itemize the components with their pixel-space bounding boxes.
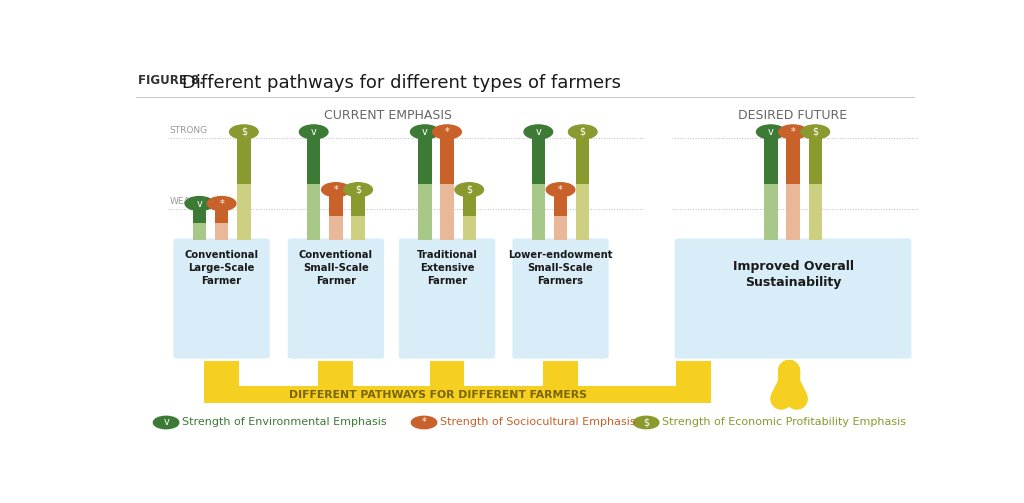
Text: *: *	[422, 417, 426, 428]
FancyBboxPatch shape	[430, 361, 465, 388]
FancyBboxPatch shape	[172, 237, 270, 360]
FancyBboxPatch shape	[329, 216, 343, 240]
Text: *: *	[791, 127, 796, 137]
Circle shape	[412, 416, 436, 429]
FancyBboxPatch shape	[575, 138, 590, 184]
Text: *: *	[444, 127, 450, 137]
Text: v: v	[163, 417, 169, 428]
FancyBboxPatch shape	[531, 184, 545, 240]
Text: STRONG: STRONG	[169, 126, 208, 135]
Text: WEAK: WEAK	[169, 197, 196, 206]
Text: $: $	[580, 127, 586, 137]
Text: FIGURE 8.: FIGURE 8.	[137, 74, 204, 87]
Text: Strength of Environmental Emphasis: Strength of Environmental Emphasis	[182, 417, 387, 428]
FancyBboxPatch shape	[397, 237, 497, 360]
Text: Improved Overall
Sustainability: Improved Overall Sustainability	[732, 260, 854, 289]
FancyBboxPatch shape	[809, 184, 822, 240]
FancyBboxPatch shape	[463, 196, 476, 216]
FancyBboxPatch shape	[554, 216, 567, 240]
Circle shape	[546, 183, 574, 197]
Text: v: v	[422, 127, 428, 137]
Text: Traditional
Extensive
Farmer: Traditional Extensive Farmer	[417, 250, 477, 286]
FancyBboxPatch shape	[215, 223, 228, 240]
Circle shape	[801, 125, 829, 139]
Circle shape	[568, 125, 597, 139]
Text: Conventional
Large-Scale
Farmer: Conventional Large-Scale Farmer	[184, 250, 259, 286]
Circle shape	[455, 183, 483, 197]
Text: Lower-endowment
Small-Scale
Farmers: Lower-endowment Small-Scale Farmers	[508, 250, 612, 286]
Text: Strength of Sociocultural Emphasis: Strength of Sociocultural Emphasis	[440, 417, 636, 428]
FancyBboxPatch shape	[204, 361, 240, 388]
FancyBboxPatch shape	[351, 216, 365, 240]
Text: Strength of Economic Profitability Emphasis: Strength of Economic Profitability Empha…	[663, 417, 906, 428]
FancyBboxPatch shape	[204, 386, 712, 403]
FancyBboxPatch shape	[238, 138, 251, 184]
Text: $: $	[466, 185, 472, 195]
Text: *: *	[334, 185, 338, 195]
Text: *: *	[558, 185, 563, 195]
FancyBboxPatch shape	[193, 223, 206, 240]
Circle shape	[322, 183, 350, 197]
Circle shape	[185, 197, 214, 211]
Text: Conventional
Small-Scale
Farmer: Conventional Small-Scale Farmer	[299, 250, 373, 286]
FancyBboxPatch shape	[318, 361, 353, 388]
Text: v: v	[311, 127, 316, 137]
FancyBboxPatch shape	[238, 184, 251, 240]
Circle shape	[778, 125, 807, 139]
Circle shape	[207, 197, 236, 211]
FancyBboxPatch shape	[351, 196, 365, 216]
FancyBboxPatch shape	[674, 237, 912, 360]
Text: v: v	[197, 199, 203, 209]
Text: CURRENT EMPHASIS: CURRENT EMPHASIS	[325, 109, 453, 122]
Circle shape	[154, 416, 179, 429]
FancyBboxPatch shape	[463, 216, 476, 240]
Text: $: $	[643, 417, 649, 428]
Text: DESIRED FUTURE: DESIRED FUTURE	[738, 109, 848, 122]
FancyBboxPatch shape	[215, 209, 228, 223]
Text: DIFFERENT PATHWAYS FOR DIFFERENT FARMERS: DIFFERENT PATHWAYS FOR DIFFERENT FARMERS	[289, 390, 587, 399]
Circle shape	[524, 125, 553, 139]
Circle shape	[344, 183, 373, 197]
FancyBboxPatch shape	[543, 361, 578, 388]
FancyBboxPatch shape	[786, 138, 800, 184]
FancyBboxPatch shape	[764, 184, 777, 240]
FancyBboxPatch shape	[809, 138, 822, 184]
Text: $: $	[812, 127, 818, 137]
Text: $: $	[355, 185, 361, 195]
FancyBboxPatch shape	[531, 138, 545, 184]
Circle shape	[634, 416, 658, 429]
Text: v: v	[536, 127, 541, 137]
FancyBboxPatch shape	[786, 184, 800, 240]
Circle shape	[757, 125, 785, 139]
Circle shape	[299, 125, 328, 139]
FancyBboxPatch shape	[307, 138, 321, 184]
FancyBboxPatch shape	[575, 184, 590, 240]
Circle shape	[433, 125, 462, 139]
FancyBboxPatch shape	[307, 184, 321, 240]
Text: $: $	[241, 127, 247, 137]
FancyBboxPatch shape	[193, 209, 206, 223]
FancyBboxPatch shape	[440, 184, 454, 240]
Circle shape	[411, 125, 439, 139]
FancyBboxPatch shape	[418, 138, 431, 184]
FancyBboxPatch shape	[329, 196, 343, 216]
FancyBboxPatch shape	[764, 138, 777, 184]
Text: Different pathways for different types of farmers: Different pathways for different types o…	[182, 74, 621, 92]
FancyBboxPatch shape	[418, 184, 431, 240]
Circle shape	[229, 125, 258, 139]
Text: v: v	[768, 127, 774, 137]
FancyBboxPatch shape	[511, 237, 609, 360]
FancyBboxPatch shape	[287, 237, 385, 360]
FancyBboxPatch shape	[440, 138, 454, 184]
FancyBboxPatch shape	[677, 361, 712, 388]
FancyBboxPatch shape	[554, 196, 567, 216]
Text: *: *	[219, 199, 224, 209]
